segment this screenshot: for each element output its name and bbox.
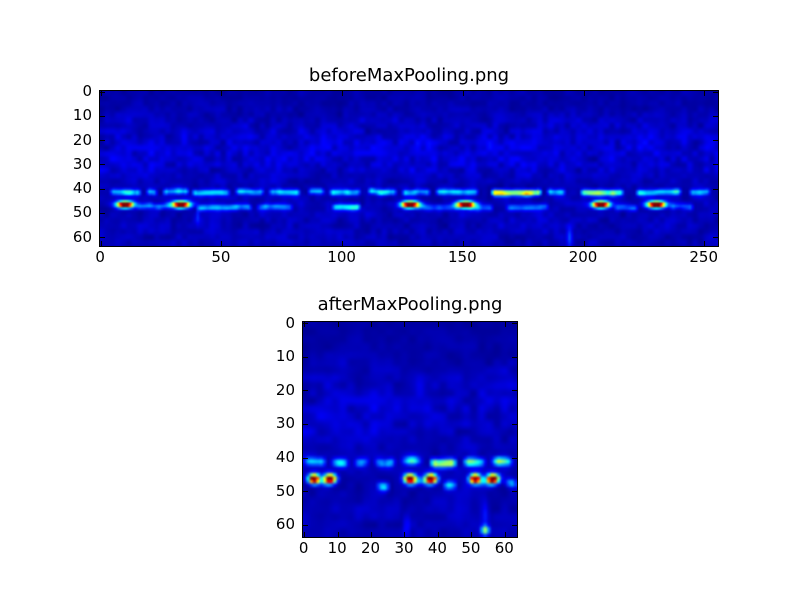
x-tick-label: 100 bbox=[327, 248, 356, 266]
tick-mark bbox=[462, 241, 464, 246]
heatmap-canvas-after bbox=[303, 322, 517, 537]
tick-mark bbox=[100, 91, 102, 96]
tick-mark bbox=[100, 212, 105, 214]
tick-mark bbox=[437, 532, 439, 537]
tick-mark bbox=[100, 241, 102, 246]
tick-mark bbox=[221, 91, 223, 96]
tick-mark bbox=[512, 356, 517, 358]
y-tick-label: 30 bbox=[72, 154, 92, 173]
heatmap-canvas-before bbox=[100, 91, 718, 246]
tick-mark bbox=[512, 491, 517, 493]
tick-mark bbox=[404, 322, 406, 327]
x-tick-label: 150 bbox=[447, 248, 477, 266]
tick-mark bbox=[512, 457, 517, 459]
tick-mark bbox=[221, 241, 223, 246]
y-tick-label: 40 bbox=[72, 179, 92, 198]
y-tick-label: 0 bbox=[82, 82, 92, 101]
tick-mark bbox=[337, 532, 339, 537]
tick-mark bbox=[471, 532, 473, 537]
tick-mark bbox=[512, 390, 517, 392]
tick-mark bbox=[713, 115, 718, 117]
tick-mark bbox=[504, 532, 506, 537]
x-tick-label: 40 bbox=[427, 539, 447, 557]
tick-mark bbox=[583, 241, 585, 246]
y-tick-label: 0 bbox=[285, 313, 295, 332]
x-tick-label: 10 bbox=[327, 539, 347, 557]
x-tick-label: 250 bbox=[689, 248, 719, 266]
y-tick-label: 10 bbox=[275, 347, 295, 366]
tick-mark bbox=[100, 188, 105, 190]
tick-mark bbox=[100, 91, 105, 93]
tick-mark bbox=[512, 323, 517, 325]
x-tick-label: 200 bbox=[568, 248, 598, 266]
tick-mark bbox=[303, 323, 308, 325]
tick-mark bbox=[303, 423, 308, 425]
tick-mark bbox=[437, 322, 439, 327]
tick-mark bbox=[512, 524, 517, 526]
tick-mark bbox=[371, 322, 373, 327]
tick-mark bbox=[303, 491, 308, 493]
x-tick-label: 50 bbox=[461, 539, 481, 557]
tick-mark bbox=[713, 188, 718, 190]
x-tick-label: 0 bbox=[298, 539, 309, 557]
y-tick-label: 60 bbox=[275, 515, 295, 534]
tick-mark bbox=[303, 390, 308, 392]
tick-mark bbox=[583, 91, 585, 96]
tick-mark bbox=[704, 241, 706, 246]
tick-mark bbox=[704, 91, 706, 96]
tick-mark bbox=[713, 140, 718, 142]
tick-mark bbox=[100, 237, 105, 239]
tick-mark bbox=[713, 237, 718, 239]
tick-mark bbox=[303, 457, 308, 459]
tick-mark bbox=[342, 241, 344, 246]
x-tick-label: 20 bbox=[361, 539, 381, 557]
tick-mark bbox=[713, 212, 718, 214]
x-tick-label: 30 bbox=[394, 539, 414, 557]
y-tick-label: 50 bbox=[275, 481, 295, 500]
tick-mark bbox=[512, 423, 517, 425]
tick-mark bbox=[404, 532, 406, 537]
tick-mark bbox=[303, 356, 308, 358]
tick-mark bbox=[100, 164, 105, 166]
tick-mark bbox=[100, 140, 105, 142]
x-tick-label: 50 bbox=[211, 248, 231, 266]
tick-mark bbox=[303, 524, 308, 526]
tick-mark bbox=[471, 322, 473, 327]
y-tick-label: 10 bbox=[72, 106, 92, 125]
plot-area-before bbox=[99, 90, 719, 247]
tick-mark bbox=[342, 91, 344, 96]
y-tick-label: 40 bbox=[275, 448, 295, 467]
y-tick-label: 30 bbox=[275, 414, 295, 433]
tick-mark bbox=[462, 91, 464, 96]
tick-mark bbox=[713, 91, 718, 93]
plot-title-after: afterMaxPooling.png bbox=[317, 294, 503, 315]
tick-mark bbox=[371, 532, 373, 537]
tick-mark bbox=[304, 532, 306, 537]
tick-mark bbox=[337, 322, 339, 327]
plot-title-before: beforeMaxPooling.png bbox=[308, 65, 510, 86]
y-tick-label: 50 bbox=[72, 203, 92, 222]
tick-mark bbox=[304, 322, 306, 327]
y-tick-label: 20 bbox=[72, 130, 92, 149]
x-tick-label: 60 bbox=[494, 539, 514, 557]
plot-area-after bbox=[302, 321, 518, 538]
y-tick-label: 20 bbox=[275, 380, 295, 399]
tick-mark bbox=[713, 164, 718, 166]
tick-mark bbox=[504, 322, 506, 327]
y-tick-label: 60 bbox=[72, 227, 92, 246]
tick-mark bbox=[100, 115, 105, 117]
x-tick-label: 0 bbox=[95, 248, 105, 266]
